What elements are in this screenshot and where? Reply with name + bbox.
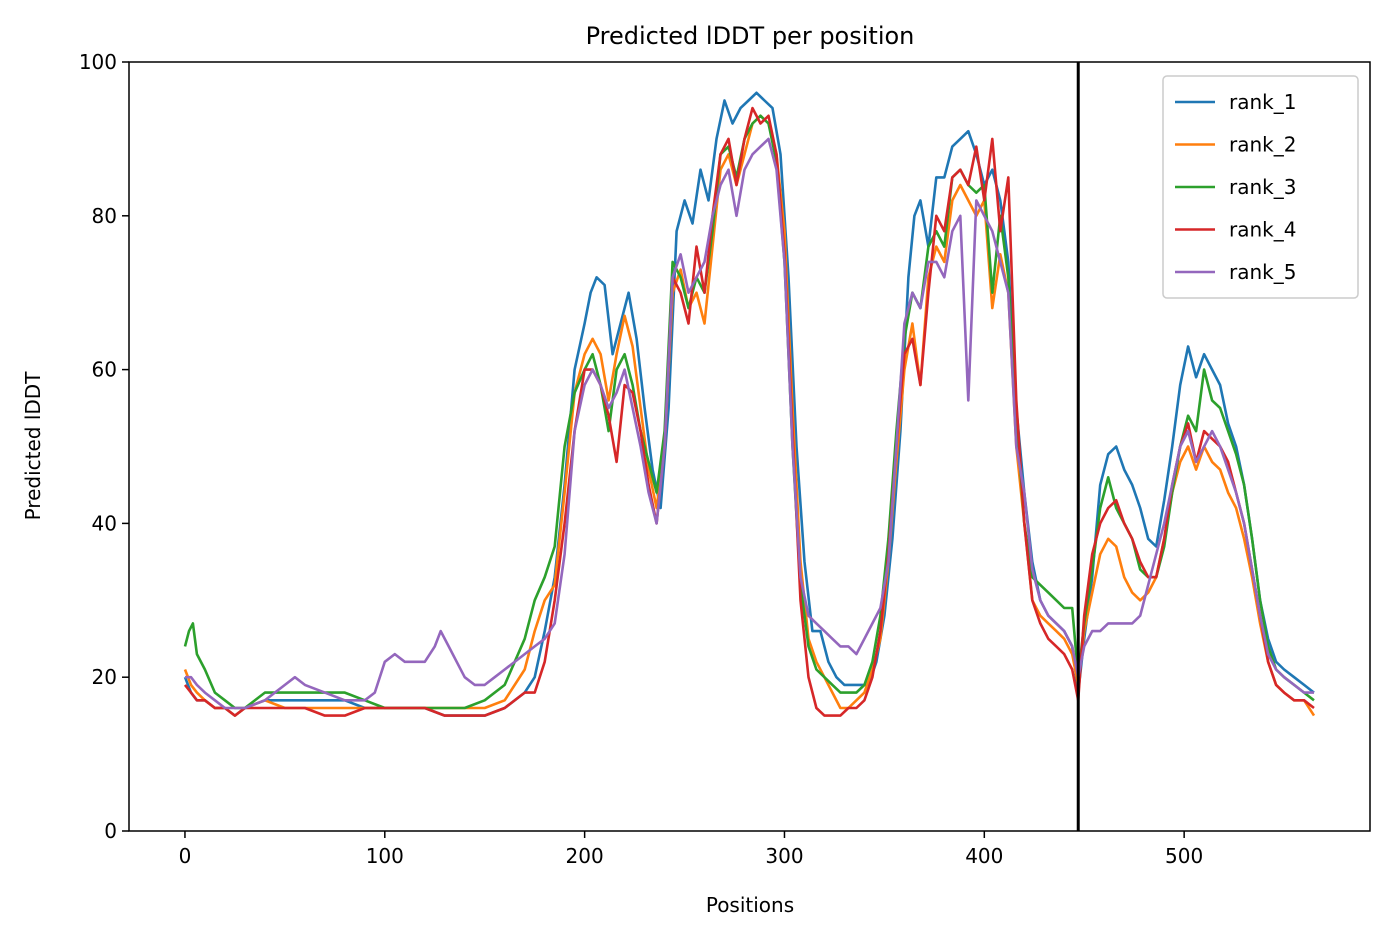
- legend-box: [1162, 75, 1359, 299]
- y-tick-label: 100: [79, 50, 117, 74]
- x-axis: 0 100 200 300 400 500: [179, 831, 1203, 868]
- x-tick-label: 0: [179, 844, 192, 868]
- series-line-rank_4: [183, 106, 1315, 717]
- x-tick-label: 400: [965, 844, 1003, 868]
- plot-area: [128, 61, 1371, 832]
- series-line-rank_2: [183, 114, 1316, 717]
- legend: rank_1 rank_2 rank_3 rank_4 rank_5: [1162, 75, 1359, 299]
- legend-label-rank_1: rank_1: [1229, 90, 1296, 114]
- legend-label-rank_4: rank_4: [1229, 218, 1296, 242]
- x-tick-label: 200: [566, 844, 604, 868]
- chart-title: Predicted lDDT per position: [586, 22, 915, 50]
- legend-label-rank_3: rank_3: [1229, 175, 1296, 199]
- y-tick-label: 60: [92, 358, 117, 382]
- series-lines: [183, 91, 1316, 717]
- x-axis-label: Positions: [706, 893, 794, 917]
- x-tick-label: 300: [765, 844, 803, 868]
- axes-frame: [128, 61, 1371, 832]
- y-axis-label: Predicted lDDT: [21, 371, 45, 521]
- y-tick-label: 40: [92, 511, 117, 535]
- legend-label-rank_5: rank_5: [1229, 260, 1296, 284]
- y-tick-label: 80: [92, 204, 117, 228]
- y-tick-label: 20: [92, 665, 117, 689]
- series-line-rank_1: [183, 91, 1315, 717]
- y-tick-label: 0: [104, 819, 117, 843]
- x-tick-label: 500: [1165, 844, 1203, 868]
- series-line-rank_5: [185, 137, 1314, 710]
- legend-label-rank_2: rank_2: [1229, 133, 1296, 157]
- series-line-rank_3: [183, 114, 1315, 710]
- x-tick-label: 100: [366, 844, 404, 868]
- y-axis: 0 20 40 60 80 100: [79, 50, 129, 843]
